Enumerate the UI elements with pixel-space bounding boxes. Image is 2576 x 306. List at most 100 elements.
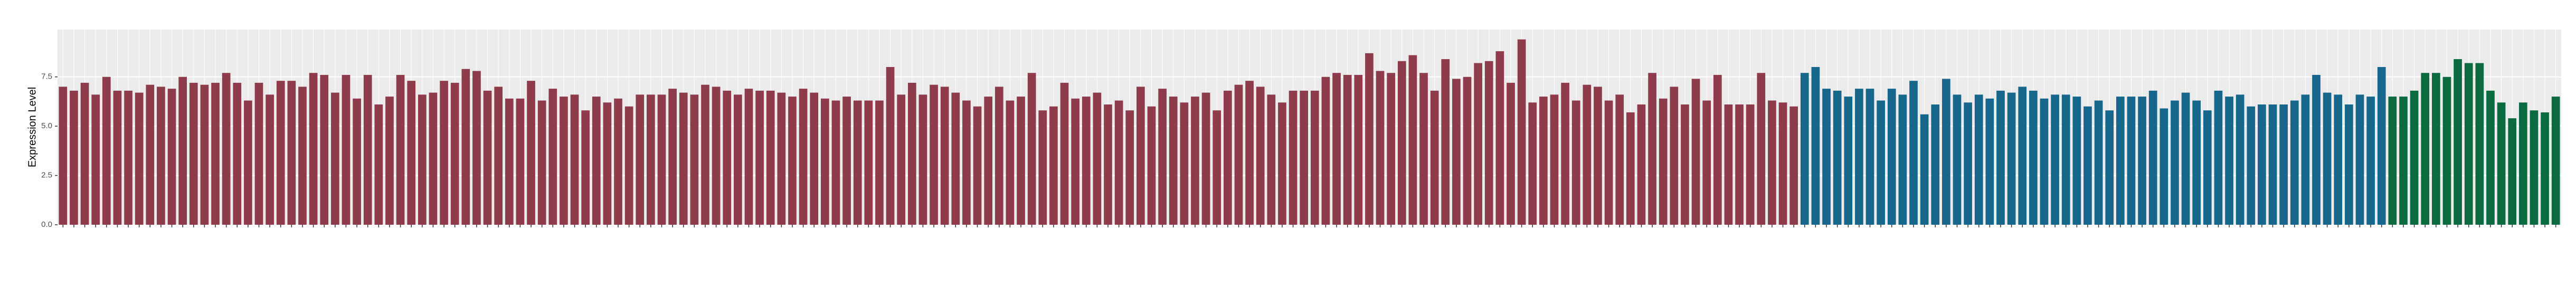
bar <box>799 89 808 225</box>
bar <box>2203 110 2212 225</box>
bar <box>624 106 633 225</box>
bar <box>2258 104 2266 225</box>
bar <box>1920 114 1929 225</box>
bar <box>1909 81 1918 225</box>
bar <box>1321 77 1330 225</box>
bar <box>2051 94 2059 225</box>
bar <box>1289 90 1298 225</box>
bar <box>2138 97 2146 225</box>
bar <box>2105 110 2114 225</box>
bar <box>2312 74 2321 225</box>
bar <box>2061 94 2070 225</box>
bar <box>2192 100 2201 225</box>
bar <box>1898 94 1907 225</box>
bar <box>2345 104 2353 225</box>
bar <box>2160 108 2168 225</box>
bar <box>167 89 176 225</box>
bar <box>1583 84 1592 225</box>
bar <box>483 90 492 225</box>
bar <box>2366 97 2375 225</box>
bar <box>1158 89 1167 225</box>
bar <box>70 90 78 225</box>
bar <box>1681 104 1689 225</box>
bar <box>2442 77 2451 225</box>
bar <box>1550 94 1559 225</box>
bar <box>1397 61 1406 225</box>
bar <box>1507 82 1515 225</box>
bar <box>1419 73 1428 225</box>
bar <box>472 71 481 225</box>
bar <box>505 98 514 225</box>
bar <box>734 94 742 225</box>
bar <box>647 94 655 225</box>
bar <box>124 90 132 225</box>
bar <box>461 69 470 225</box>
bar <box>603 102 612 225</box>
bar <box>146 84 155 225</box>
bar <box>907 82 916 225</box>
bar <box>723 90 732 225</box>
bar <box>1571 100 1580 225</box>
bar <box>1343 74 1352 225</box>
bar <box>1049 106 1058 225</box>
bar <box>1953 94 1962 225</box>
bar <box>788 97 797 225</box>
bar <box>2094 100 2103 225</box>
y-tick-label: 7.5 <box>41 72 52 81</box>
bar <box>363 74 372 225</box>
bar <box>995 87 1003 225</box>
bar <box>2029 90 2038 225</box>
bar <box>1822 89 1831 225</box>
bar <box>2083 106 2092 225</box>
bar <box>2268 104 2277 225</box>
bar <box>287 81 296 225</box>
bar <box>1735 104 1744 225</box>
bar <box>1517 39 1526 225</box>
bar <box>1452 79 1461 225</box>
bar <box>353 98 361 225</box>
bar <box>1017 97 1025 225</box>
bar <box>1561 82 1569 225</box>
bar <box>1169 97 1178 225</box>
bar <box>1996 90 2005 225</box>
bar <box>113 90 122 225</box>
bar <box>2399 97 2408 225</box>
bar <box>1256 87 1265 225</box>
bar <box>2007 92 2016 225</box>
bar <box>494 87 503 225</box>
bar <box>407 81 416 225</box>
bar <box>1082 97 1091 225</box>
bar <box>831 100 840 225</box>
bar <box>1071 98 1079 225</box>
bar <box>1441 59 1450 225</box>
bar <box>1060 82 1069 225</box>
bar <box>1180 102 1189 225</box>
bar <box>233 82 242 225</box>
bar <box>1104 104 1112 225</box>
bar <box>1865 89 1874 225</box>
bar <box>1006 100 1015 225</box>
bar <box>135 92 144 225</box>
bar <box>102 77 111 225</box>
bar <box>298 87 307 225</box>
bar <box>548 89 557 225</box>
bar <box>842 97 851 225</box>
bar <box>1877 100 1885 225</box>
bar <box>864 100 873 225</box>
bar <box>276 81 285 225</box>
bar <box>1800 73 1809 225</box>
y-tick-label: 0.0 <box>41 220 52 229</box>
bar <box>1844 97 1853 225</box>
bar <box>2508 118 2517 225</box>
bar <box>2214 90 2223 225</box>
bar <box>940 87 949 225</box>
bar <box>1201 92 1210 225</box>
bar <box>1811 67 1820 225</box>
bar <box>2497 102 2506 225</box>
bar <box>2040 98 2049 225</box>
bar <box>2518 102 2527 225</box>
y-tick-label: 2.5 <box>41 171 52 180</box>
bar <box>592 97 601 225</box>
bar <box>1408 55 1417 225</box>
bar <box>1637 104 1646 225</box>
